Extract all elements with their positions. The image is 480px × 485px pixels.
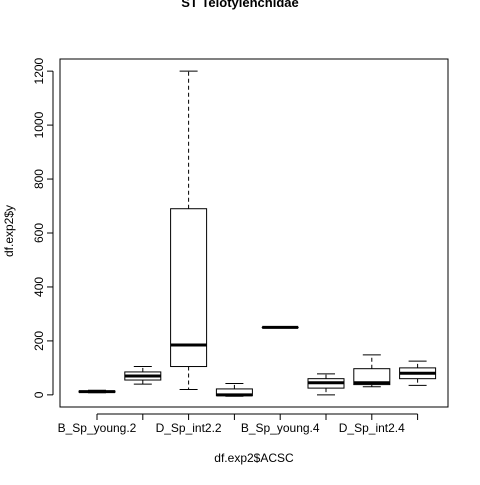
box-7 — [354, 355, 390, 387]
box-4 — [216, 384, 252, 397]
chart-title: ST Telotylenchidae — [181, 0, 299, 10]
y-tick-label: 1000 — [32, 111, 46, 138]
y-axis-label: df.exp2$y — [2, 205, 16, 257]
box-2 — [125, 367, 161, 385]
y-tick-label: 800 — [32, 169, 46, 189]
y-axis: 0 200 400 600 800 1000 1200 — [32, 57, 53, 398]
y-tick-label: 400 — [32, 277, 46, 297]
y-tick-label: 600 — [32, 223, 46, 243]
y-tick-label: 200 — [32, 331, 46, 351]
box-3 — [171, 71, 207, 389]
box-8 — [400, 361, 436, 385]
x-tick-label: D_Sp_int2.4 — [339, 421, 405, 435]
x-tick-label: B_Sp_young.2 — [58, 421, 137, 435]
boxes — [79, 71, 436, 396]
x-tick-label: B_Sp_young.4 — [241, 421, 320, 435]
plot-frame — [60, 59, 448, 407]
box-6 — [308, 374, 344, 395]
y-tick-label: 0 — [32, 391, 46, 398]
x-axis-label: df.exp2$ACSC — [214, 451, 294, 465]
x-axis: B_Sp_young.2 D_Sp_int2.2 B_Sp_young.4 D_Sp_… — [58, 414, 418, 435]
box-1 — [79, 390, 115, 392]
y-tick-label: 1200 — [32, 57, 46, 84]
x-tick-label: D_Sp_int2.2 — [156, 421, 222, 435]
box-body — [171, 209, 207, 367]
